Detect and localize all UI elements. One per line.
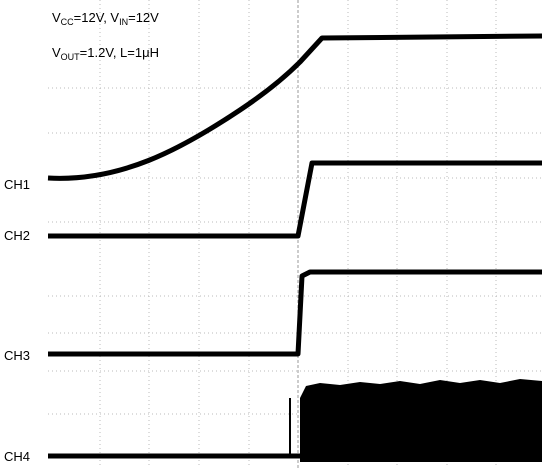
condition-line: VOUT=1.2V, L=1μH [52, 45, 159, 62]
ch4-switching [300, 379, 542, 462]
channel-label: CH4 [4, 449, 30, 464]
ch2-trace [48, 160, 542, 239]
condition-line: VCC=12V, VIN=12V [52, 10, 159, 27]
channel-label: CH3 [4, 348, 30, 363]
channel-label: CH1 [4, 177, 30, 192]
ch1-trace [47, 33, 542, 181]
channel-label: CH2 [4, 228, 30, 243]
ch3-trace [48, 269, 542, 357]
grid [48, 0, 542, 468]
